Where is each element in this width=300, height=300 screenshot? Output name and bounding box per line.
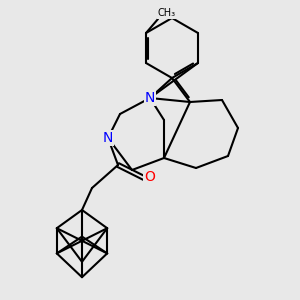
Text: CH₃: CH₃ bbox=[158, 8, 176, 18]
Text: N: N bbox=[103, 131, 113, 145]
Text: O: O bbox=[145, 170, 155, 184]
Text: N: N bbox=[145, 91, 155, 105]
